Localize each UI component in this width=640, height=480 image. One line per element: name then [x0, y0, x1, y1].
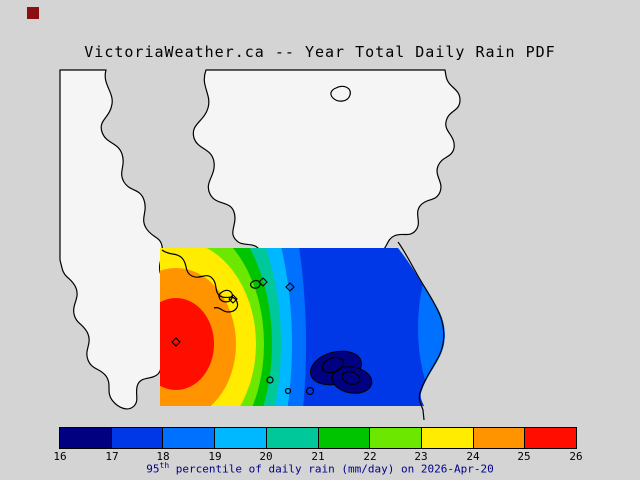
colorbar-tick: 24 [466, 450, 480, 463]
islet-outline-e [284, 387, 292, 395]
colorbar-segment [472, 428, 525, 448]
caption-text: percentile of daily rain (mm/day) on 202… [169, 462, 494, 476]
land-mainland [192, 69, 461, 261]
station-diamond-icon [258, 277, 268, 287]
colorbar-segment [369, 428, 421, 448]
coastline-peninsula [161, 249, 239, 313]
colorbar-tick: 21 [311, 450, 325, 463]
station-diamond-icon [171, 337, 181, 347]
islet-outline-c [305, 386, 315, 396]
island-outline-southeast-b [341, 371, 361, 385]
contour-field [160, 248, 445, 406]
colorbar-segment [214, 428, 266, 448]
colorbar-segment [420, 428, 473, 448]
contour-band-25-26 [160, 298, 214, 390]
land-small-island-north [330, 85, 351, 102]
island-outline-southeast-a [321, 356, 345, 374]
caption-superscript: th [159, 461, 170, 470]
colorbar-caption: 95th percentile of daily rain (mm/day) o… [0, 461, 640, 476]
colorbar-tick: 19 [208, 450, 222, 463]
colorbar-segment [162, 428, 215, 448]
contour-band-right-18-19 [418, 248, 445, 406]
colorbar [59, 427, 577, 449]
colorbar-segment [60, 428, 111, 448]
land-shapes [59, 69, 461, 410]
colorbar-tick: 17 [105, 450, 119, 463]
window-corner-marker [27, 7, 39, 19]
coastline-east [397, 241, 445, 421]
colorbar-tick: 23 [414, 450, 428, 463]
islet-outline-b [249, 279, 261, 289]
colorbar-segment [317, 428, 370, 448]
colorbar-tick: 16 [53, 450, 67, 463]
colorbar-tick: 25 [517, 450, 531, 463]
colorbar-tick: 20 [259, 450, 273, 463]
station-markers [171, 277, 295, 347]
colorbar-segment [524, 428, 577, 448]
caption-value-prefix: 95 [146, 462, 160, 476]
colorbar-segment [110, 428, 163, 448]
colorbar-segment [265, 428, 318, 448]
page-title: VictoriaWeather.ca -- Year Total Daily R… [84, 43, 556, 61]
colorbar-tick: 22 [363, 450, 377, 463]
station-diamond-icon [228, 294, 238, 304]
contour-min-blob-b [331, 366, 373, 394]
colorbar-tick: 18 [156, 450, 170, 463]
station-diamond-icon [285, 282, 295, 292]
islet-outline-d [266, 376, 274, 384]
colorbar-tick: 26 [569, 450, 583, 463]
coastline-overlay [161, 241, 445, 421]
islet-outline-a [218, 289, 233, 303]
